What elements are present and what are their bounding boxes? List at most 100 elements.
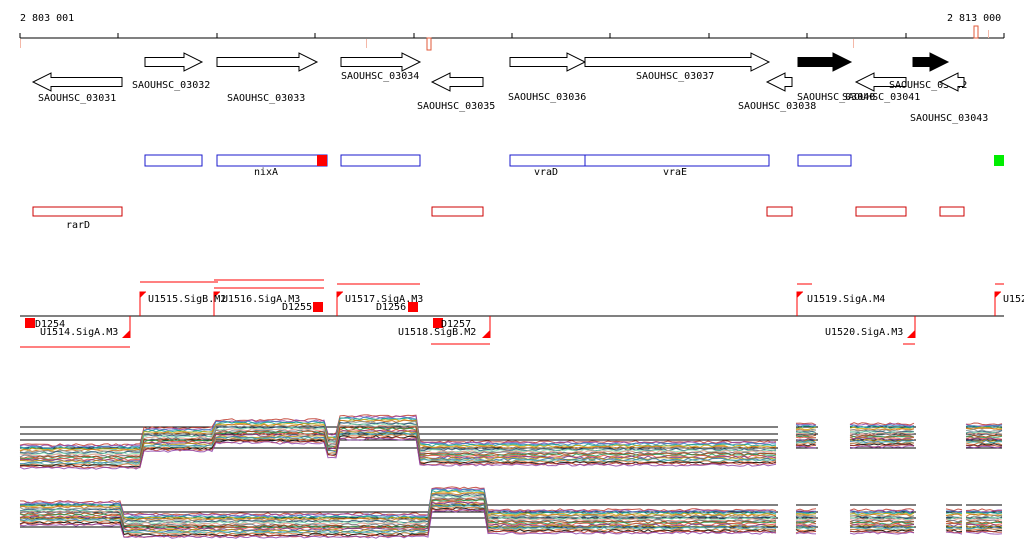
annotated-feature[interactable] xyxy=(939,206,965,217)
gene-arrow[interactable] xyxy=(509,52,587,72)
site-label: U1517.SigA.M3 xyxy=(345,294,423,305)
expression-profile xyxy=(849,510,915,514)
expression-profile xyxy=(965,528,1003,531)
site-flag-head xyxy=(122,330,130,338)
gene-feature[interactable]: SAOUHSC_03037 xyxy=(584,52,771,82)
gene-feature[interactable]: SAOUHSC_03040 xyxy=(797,52,875,103)
expression-profile xyxy=(965,444,1003,448)
annotated-feature[interactable] xyxy=(431,206,484,217)
operon-box[interactable] xyxy=(509,154,586,167)
gene-arrow[interactable] xyxy=(938,72,965,92)
binding-site-marker[interactable] xyxy=(313,302,323,312)
expression-profile xyxy=(19,491,777,522)
expression-profile xyxy=(795,512,817,516)
annotated-feature[interactable] xyxy=(766,206,793,217)
expression-profile xyxy=(19,423,777,456)
gene-arrow[interactable] xyxy=(216,52,319,72)
operon-label: vraE xyxy=(663,167,687,178)
gene-arrow[interactable] xyxy=(340,52,422,72)
operon-marker xyxy=(317,155,327,166)
expression-profile xyxy=(965,435,1003,439)
gene-feature[interactable]: SAOUHSC_03035 xyxy=(417,72,495,112)
operon-box[interactable] xyxy=(144,154,203,167)
expression-profile xyxy=(849,515,915,520)
expression-profile xyxy=(20,487,776,517)
gene-feature[interactable]: SAOUHSC_03036 xyxy=(508,52,587,103)
gene-label: SAOUHSC_03033 xyxy=(227,93,305,104)
expression-profile xyxy=(965,437,1003,441)
expression-profile xyxy=(965,514,1003,519)
expression-profile xyxy=(945,516,963,521)
expression-profile xyxy=(19,509,777,539)
gene-feature[interactable]: SAOUHSC_03034 xyxy=(340,52,422,82)
expression-profile xyxy=(849,518,915,522)
gene-arrow[interactable] xyxy=(765,72,793,92)
binding-site-marker[interactable] xyxy=(408,302,418,312)
site-label: D1257 xyxy=(441,319,471,330)
expression-profile xyxy=(19,503,777,534)
expression-profile xyxy=(795,444,817,448)
operon-box[interactable] xyxy=(797,154,852,167)
site-label: U152 xyxy=(1003,294,1024,305)
site-flag-head xyxy=(797,292,803,298)
scale-ruler xyxy=(19,25,1005,51)
gene-feature[interactable]: SAOUHSC_03031 xyxy=(31,72,123,104)
gene-arrow[interactable] xyxy=(430,72,484,92)
expression-profile xyxy=(795,530,817,534)
expression-profile xyxy=(796,428,817,432)
gene-feature[interactable]: SAOUHSC_03043 xyxy=(910,72,988,124)
expression-profile xyxy=(19,486,777,516)
expression-profile xyxy=(965,525,1003,529)
expression-profile xyxy=(965,511,1003,515)
expression-profile xyxy=(19,437,777,470)
expression-profile xyxy=(849,512,915,516)
gene-label: SAOUHSC_03031 xyxy=(38,93,116,104)
annotated-feature[interactable] xyxy=(32,206,123,217)
expression-profile xyxy=(849,521,915,525)
gene-feature[interactable]: SAOUHSC_03041 xyxy=(842,72,920,103)
expression-profile xyxy=(795,433,817,436)
gene-feature[interactable]: SAOUHSC_03038 xyxy=(738,72,816,112)
gene-arrow[interactable] xyxy=(31,72,123,92)
gene-arrow[interactable] xyxy=(912,52,950,72)
expression-profile xyxy=(849,437,915,442)
expression-profile xyxy=(849,422,915,426)
binding-site-marker[interactable] xyxy=(25,318,35,328)
expression-profile xyxy=(965,520,1003,524)
operon-marker-green xyxy=(994,155,1004,166)
annotated-feature[interactable] xyxy=(855,206,907,217)
gene-label: SAOUHSC_03037 xyxy=(636,71,714,82)
operon-box[interactable] xyxy=(340,154,421,167)
gene-arrow[interactable] xyxy=(144,52,204,72)
gene-label: SAOUHSC_03041 xyxy=(842,92,920,103)
gene-label: SAOUHSC_03040 xyxy=(797,92,875,103)
site-flag-head xyxy=(337,292,343,298)
expression-profile xyxy=(19,492,777,523)
gene-arrow[interactable] xyxy=(584,52,771,72)
site-label: U1516.SigA.M3 xyxy=(222,294,300,305)
gene-feature[interactable]: SAOUHSC_03032 xyxy=(132,52,210,91)
expression-profile xyxy=(795,515,817,518)
expression-profile xyxy=(795,521,817,525)
expression-profile xyxy=(965,428,1003,433)
gene-arrow[interactable] xyxy=(797,52,853,72)
gene-feature[interactable]: SAOUHSC_03033 xyxy=(216,52,319,104)
expression-profile xyxy=(945,519,963,523)
expression-profile xyxy=(795,440,817,444)
operon-track: nixA vraD vraE xyxy=(144,154,1004,178)
expression-profile xyxy=(849,445,915,449)
gene-feature[interactable]: SAOUHSC_03042 xyxy=(889,52,967,91)
expression-profile xyxy=(795,431,817,434)
end-coordinate: 2 813 000 xyxy=(947,13,1002,24)
gene-arrow[interactable] xyxy=(854,72,907,92)
expression-profile xyxy=(795,519,817,523)
operon-box[interactable] xyxy=(584,154,770,167)
expression-profile xyxy=(965,427,1003,431)
gene-label: SAOUHSC_03043 xyxy=(910,113,988,124)
operon-box[interactable] xyxy=(216,154,328,167)
expression-profile xyxy=(795,426,817,431)
expression-profile xyxy=(795,423,817,426)
binding-site-marker[interactable] xyxy=(433,318,443,328)
expression-profile xyxy=(965,517,1003,521)
